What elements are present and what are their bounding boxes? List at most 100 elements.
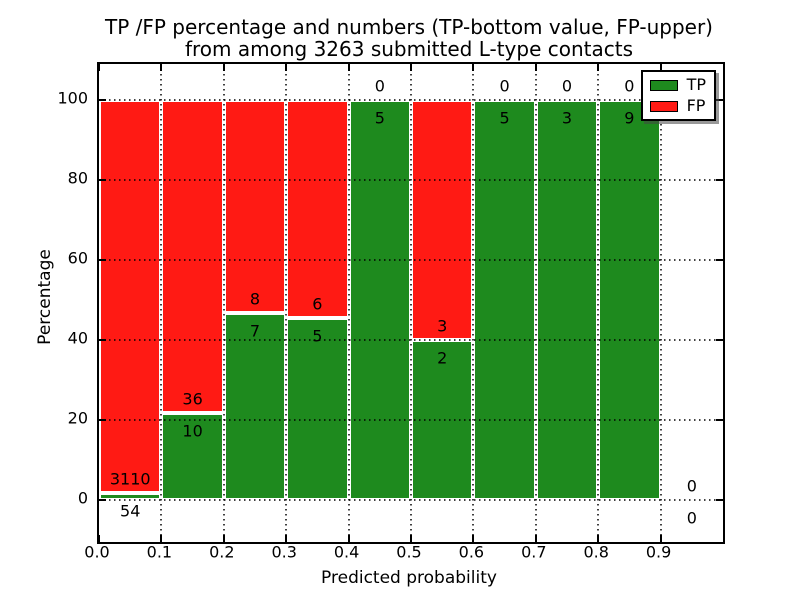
x-tickmark: [659, 535, 662, 542]
y-tick-label: 0: [77, 488, 88, 508]
legend-item-tp: TP: [649, 75, 706, 94]
v-gridline: [285, 64, 288, 542]
v-gridline: [472, 64, 475, 542]
chart-title-line1: TP /FP percentage and numbers (TP-bottom…: [105, 15, 713, 39]
y-tickmark-right: [716, 419, 723, 421]
tp-legend-label: TP: [686, 75, 706, 94]
tp-count-label: 0: [686, 508, 697, 528]
tp-bar-segment: [598, 100, 661, 500]
v-gridline: [160, 64, 163, 542]
tp-count-label: 2: [437, 348, 448, 368]
fp-bar-segment: [223, 100, 287, 314]
x-tickmark-top: [410, 64, 412, 71]
fp-legend-label: FP: [686, 96, 706, 115]
x-tick-label: 0.1: [146, 542, 173, 562]
tp-count-label: 9: [624, 108, 635, 128]
fp-bar-segment: [411, 100, 474, 340]
fp-bar-segment: [161, 100, 224, 414]
y-tickmark: [99, 499, 106, 501]
x-tickmark: [534, 535, 537, 542]
x-tickmark: [472, 535, 475, 542]
y-tickmark-right: [716, 499, 723, 501]
fp-count-label: 3: [437, 316, 448, 336]
x-tickmark: [160, 535, 163, 542]
y-tickmark-right: [716, 339, 723, 341]
x-tick-label: 0.6: [458, 542, 485, 562]
v-gridline: [222, 64, 225, 542]
legend-item-fp: FP: [649, 96, 706, 115]
tp-bar-segment: [223, 313, 287, 500]
x-tick-label: 0.9: [645, 542, 672, 562]
y-tickmark-right: [716, 179, 723, 181]
tp-bar-segment: [161, 413, 224, 500]
fp-bar-segment: [99, 100, 162, 494]
x-tickmark-top: [347, 64, 350, 71]
x-tick-label: 0.3: [271, 542, 297, 562]
v-gridline: [659, 64, 662, 542]
x-tickmark: [347, 535, 350, 542]
x-tick-label: 0.4: [333, 542, 360, 562]
tp-bar-segment: [348, 100, 411, 500]
tp-count-label: 7: [249, 321, 261, 341]
x-tick-label: 0.5: [396, 542, 422, 562]
fp-count-label: 8: [249, 289, 261, 309]
x-tickmark: [222, 535, 225, 542]
y-tick-label: 20: [67, 408, 88, 428]
chart-title-line2: from among 3263 submitted L-type contact…: [184, 37, 634, 61]
x-tickmark: [410, 535, 412, 542]
v-gridline: [347, 64, 350, 542]
y-tick-label: 100: [57, 88, 88, 108]
fp-count-label: 0: [374, 76, 385, 96]
tp-bar-segment: [473, 100, 536, 500]
y-tick-label: 40: [67, 328, 88, 348]
fp-count-label: 0: [561, 76, 573, 96]
y-tickmark: [99, 339, 106, 341]
tp-bar-segment: [286, 318, 349, 500]
fp-count-label: 0: [686, 476, 697, 496]
fp-count-label: 3110: [109, 469, 151, 489]
fp-count-label: 6: [312, 294, 323, 314]
tp-count-label: 5: [499, 108, 510, 128]
tp-swatch-icon: [649, 79, 678, 91]
tp-count-label: 10: [182, 421, 203, 441]
x-tickmark-top: [285, 64, 288, 71]
fp-swatch-icon: [649, 100, 678, 112]
v-gridline: [597, 64, 600, 542]
v-gridline: [410, 64, 412, 542]
y-tickmark-right: [716, 259, 723, 261]
x-tickmark-top: [534, 64, 537, 71]
x-tickmark-top: [98, 64, 100, 71]
tp-count-label: 5: [374, 108, 385, 128]
x-tickmark-top: [222, 64, 225, 71]
x-tick-label: 0.7: [521, 542, 547, 562]
x-tickmark: [597, 535, 600, 542]
y-tickmark: [99, 179, 106, 181]
fp-count-label: 0: [624, 76, 635, 96]
fp-count-label: 0: [499, 76, 510, 96]
tp-bar-segment: [535, 100, 599, 500]
y-tickmark-right: [716, 99, 723, 101]
y-tick-label: 80: [67, 168, 88, 188]
x-tickmark-top: [659, 64, 662, 71]
fp-count-label: 36: [182, 389, 203, 409]
tp-count-label: 3: [561, 108, 573, 128]
legend: TP FP: [640, 70, 716, 121]
tp-count-label: 5: [312, 326, 323, 346]
x-tick-label: 0.2: [209, 542, 235, 562]
x-tickmark: [285, 535, 288, 542]
v-gridline: [534, 64, 537, 542]
y-tickmark: [99, 99, 106, 101]
x-tickmark-top: [597, 64, 600, 71]
y-tickmark: [99, 419, 106, 421]
x-tick-label: 0.0: [84, 542, 110, 562]
x-tick-label: 0.8: [583, 542, 609, 562]
fp-bar-segment: [286, 100, 349, 319]
x-tickmark-top: [472, 64, 475, 71]
tp-count-label: 54: [120, 501, 141, 521]
x-tickmark: [98, 535, 100, 542]
x-tickmark-top: [160, 64, 163, 71]
y-tick-label: 60: [67, 248, 88, 268]
x-axis-label: Predicted probability: [321, 568, 497, 588]
y-tickmark: [99, 259, 106, 261]
